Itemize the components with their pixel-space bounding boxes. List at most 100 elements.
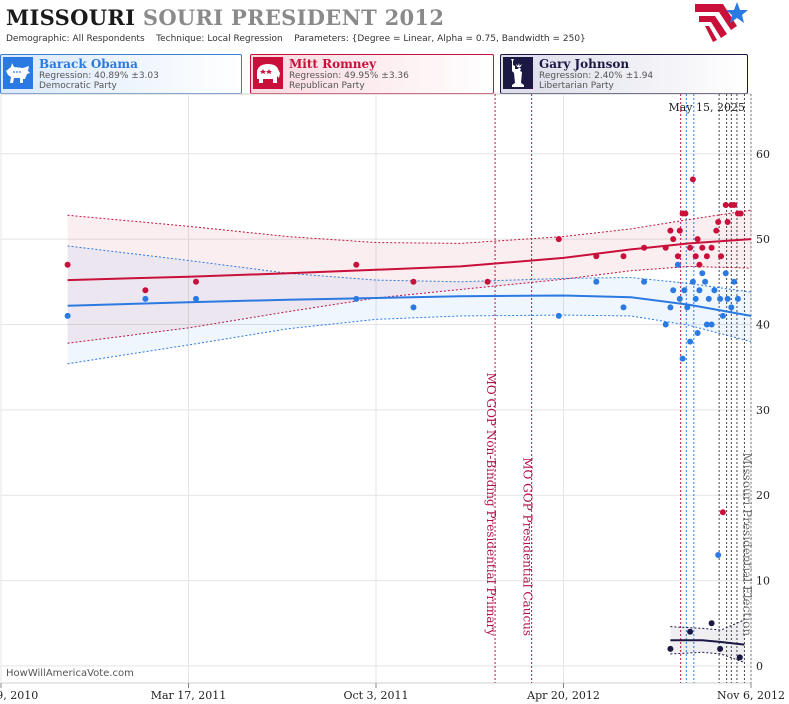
x-tick-label: Aug 29, 2010 — [0, 689, 38, 702]
candidate-card-romney: Mitt Romney Regression: 49.95% ±3.36 Rep… — [250, 54, 494, 94]
data-point — [694, 330, 701, 336]
candidate-regression: Regression: 49.95% ±3.36 — [289, 71, 409, 81]
data-point — [353, 295, 360, 302]
data-point — [722, 202, 729, 208]
data-point — [681, 287, 688, 294]
chart-header: MISSOURI SOURI PRESIDENT 2012 Demographi… — [0, 0, 789, 50]
data-point — [679, 355, 686, 362]
candidate-name: Barack Obama — [39, 57, 138, 71]
data-point — [484, 278, 491, 285]
y-tick-label: 50 — [756, 233, 770, 246]
data-point — [734, 295, 741, 302]
y-tick-label: 0 — [756, 660, 763, 673]
data-point — [555, 236, 562, 243]
parameters-value: {Degree = Linear, Alpha = 0.75, Bandwidt… — [351, 34, 586, 44]
data-point — [719, 312, 726, 319]
data-point — [694, 236, 701, 243]
data-point — [689, 176, 696, 183]
data-point — [708, 244, 715, 251]
data-point — [731, 278, 738, 285]
title-state: MISSOURI — [6, 5, 136, 30]
trend-line — [67, 294, 752, 317]
data-point — [689, 278, 696, 285]
data-point — [676, 295, 683, 302]
annotation-label: Missouri Presidential Election — [740, 452, 754, 636]
data-point — [687, 628, 694, 635]
data-point — [736, 654, 743, 661]
data-point — [593, 253, 600, 260]
data-point — [662, 321, 669, 328]
data-point — [699, 270, 706, 277]
data-point — [696, 287, 703, 294]
candidate-party: Libertarian Party — [539, 81, 614, 91]
data-point — [692, 253, 699, 260]
x-tick-label: Mar 17, 2011 — [151, 689, 227, 702]
data-point — [731, 202, 738, 208]
data-point — [193, 295, 199, 302]
data-point — [717, 645, 724, 652]
data-point — [703, 253, 710, 260]
candidate-party: Democratic Party — [39, 81, 117, 91]
candidate-regression: Regression: 40.89% ±3.03 — [39, 71, 159, 81]
data-point — [719, 509, 726, 516]
candidate-card-obama: Barack Obama Regression: 40.89% ±3.03 De… — [0, 54, 242, 94]
data-point — [670, 236, 677, 243]
date-stamp: May 15, 2025 — [668, 101, 745, 114]
data-point — [687, 338, 694, 345]
y-tick-label: 20 — [756, 489, 770, 502]
technique-value: Local Regression — [207, 34, 283, 44]
trend-line — [67, 238, 752, 282]
data-point — [728, 304, 735, 311]
statue-of-liberty-icon — [503, 57, 533, 89]
data-point — [684, 304, 691, 311]
data-point — [142, 295, 149, 302]
data-point — [715, 219, 722, 225]
data-point — [711, 287, 718, 294]
data-point — [555, 312, 562, 319]
data-point — [662, 244, 669, 251]
data-point — [670, 287, 677, 294]
upper-bound-line — [67, 245, 752, 293]
data-point — [410, 304, 417, 311]
data-point — [702, 278, 709, 285]
chart-title: MISSOURI SOURI PRESIDENT 2012 — [6, 5, 444, 30]
x-tick-label: Oct 3, 2011 — [343, 689, 408, 702]
lower-bound-line — [67, 265, 752, 344]
data-point — [193, 278, 199, 285]
data-point — [620, 253, 627, 260]
technique-label: Technique: — [156, 34, 205, 44]
data-point — [667, 304, 674, 311]
candidate-regression: Regression: 2.40% ±1.94 — [539, 71, 654, 81]
candidate-name: Gary Johnson — [539, 57, 630, 71]
data-point — [674, 253, 681, 260]
data-point — [708, 620, 715, 627]
trend-line — [670, 639, 745, 646]
candidate-name: Mitt Romney — [289, 57, 377, 71]
upper-bound-line — [670, 619, 745, 631]
data-point — [722, 270, 729, 277]
y-tick-label: 10 — [756, 575, 770, 588]
annotation-label: MO GOP Non-Binding Presidential Primary — [484, 373, 498, 637]
data-point — [64, 312, 71, 319]
data-point — [641, 244, 648, 251]
data-point — [699, 244, 706, 251]
y-tick-label: 30 — [756, 404, 770, 417]
data-point — [676, 227, 683, 234]
elephant-icon — [253, 57, 283, 89]
data-point — [696, 261, 703, 268]
x-tick-label: Nov 6, 2012 — [717, 689, 785, 702]
data-point — [724, 295, 731, 302]
data-point — [718, 253, 724, 260]
site-footer: HowWillAmericaVote.com — [6, 668, 134, 679]
data-point — [410, 278, 417, 285]
data-point — [142, 287, 149, 294]
parameters-label: Parameters: — [294, 34, 349, 44]
confidence-band — [67, 210, 751, 344]
lower-bound-line — [670, 651, 745, 663]
candidate-party: Republican Party — [289, 81, 365, 91]
donkey-icon — [3, 57, 33, 89]
site-logo-icon — [695, 2, 748, 42]
data-point — [715, 552, 722, 558]
demographic-value: All Respondents — [72, 34, 145, 44]
